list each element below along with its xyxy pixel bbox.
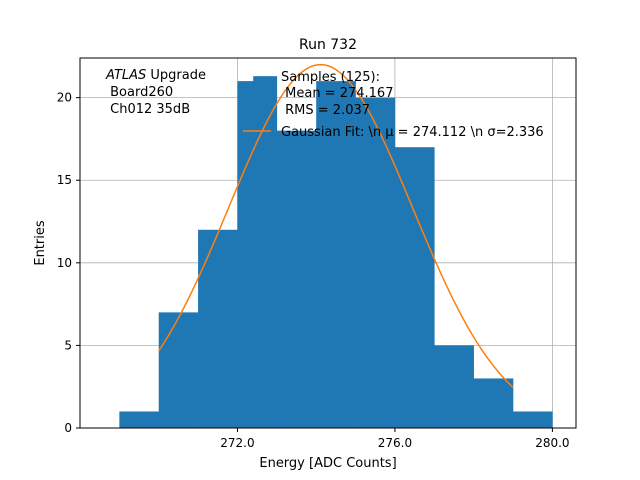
x-tick-label: 276.0 xyxy=(378,436,412,450)
y-tick-label: 10 xyxy=(57,256,72,270)
histogram-bars xyxy=(119,76,553,429)
y-tick-label: 20 xyxy=(57,91,72,105)
gaussian-fit-curve xyxy=(158,63,514,388)
histogram-bar xyxy=(237,81,254,428)
annotation-line-3: Ch012 35dB xyxy=(106,102,190,117)
x-axis-label: Energy [ADC Counts] xyxy=(259,456,396,471)
annotation-line-2: Board260 xyxy=(106,85,173,100)
atlas-annotation: ATLAS Upgrade Board260 Ch012 35dB xyxy=(105,68,206,117)
histogram-bar xyxy=(253,76,278,428)
y-axis-ticks: 0 5 10 15 20 xyxy=(57,91,80,435)
y-axis-label: Entries xyxy=(33,220,48,266)
histogram-bar xyxy=(355,97,396,429)
chart-title: Run 732 xyxy=(299,37,357,53)
atlas-word: ATLAS xyxy=(105,68,146,83)
histogram-bar xyxy=(316,81,356,428)
histogram-bar xyxy=(198,229,238,428)
y-tick-label: 15 xyxy=(57,173,72,187)
plot-frame xyxy=(79,57,577,429)
legend: Samples (125): Mean = 274.167 RMS = 2.03… xyxy=(243,70,544,140)
y-tick-label: 0 xyxy=(64,421,72,435)
atlas-rest: Upgrade xyxy=(146,68,206,83)
legend-fit-label: Gaussian Fit: \n μ = 274.112 \n σ=2.336 xyxy=(281,125,544,140)
histogram-bar xyxy=(434,345,474,428)
annotation-line-1: ATLAS Upgrade xyxy=(105,68,206,83)
legend-samples-line-3: RMS = 2.037 xyxy=(281,103,370,118)
legend-samples-line-2: Mean = 274.167 xyxy=(281,86,393,101)
histogram-bar xyxy=(513,411,553,428)
x-tick-label: 280.0 xyxy=(535,436,569,450)
histogram-bar xyxy=(276,130,317,428)
y-tick-label: 5 xyxy=(64,338,72,352)
x-tick-label: 272.0 xyxy=(220,436,254,450)
histogram-bar xyxy=(473,378,514,428)
legend-samples-line-1: Samples (125): xyxy=(281,70,380,85)
x-axis-ticks: 272.0 276.0 280.0 xyxy=(220,428,570,450)
histogram-bar xyxy=(119,411,160,428)
histogram-bar xyxy=(394,147,435,429)
histogram-bar xyxy=(158,312,199,428)
